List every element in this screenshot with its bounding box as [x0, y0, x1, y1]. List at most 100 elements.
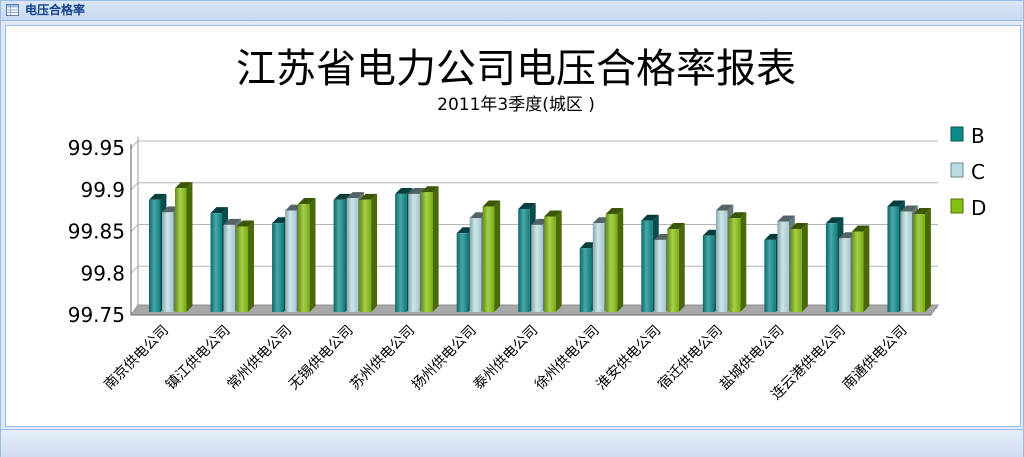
bar-D-top [728, 212, 747, 219]
legend-label-C: C [971, 160, 985, 184]
bar-B [149, 199, 161, 312]
bar-D [851, 231, 864, 312]
bar-C [838, 238, 851, 312]
y-tick-label: 99.8 [80, 261, 125, 285]
bar-D-side [863, 225, 870, 312]
chart-subtitle: 2011年3季度(城区 ) [437, 95, 595, 115]
bar-D-top [913, 208, 931, 214]
bar-B [579, 248, 592, 312]
bar-D-top [851, 225, 870, 232]
chart: 江苏省电力公司电压合格率报表 2011年3季度(城区 ) 99.7599.899… [68, 46, 987, 403]
x-tick-label: 常州供电公司 [224, 323, 295, 394]
bar-D [175, 188, 187, 312]
bar-C-top [900, 205, 918, 212]
y-tick-label: 99.75 [68, 303, 125, 327]
grid-icon [6, 4, 19, 16]
bar-C [469, 218, 482, 312]
x-tick-label: 无锡供电公司 [286, 323, 357, 394]
bar-B [641, 220, 653, 312]
legend: BCD [950, 124, 986, 220]
status-bar [1, 429, 1023, 457]
bar-B [518, 208, 530, 312]
bar-B [702, 235, 715, 312]
bar-B-top [333, 193, 352, 200]
bar-B-top [518, 203, 536, 209]
window-title: 电压合格率 [25, 3, 86, 17]
legend-label-D: D [971, 196, 986, 220]
bar-D-top [667, 223, 685, 229]
bar-D-side [555, 210, 562, 312]
bar-C-top [715, 204, 734, 211]
bar-B [272, 223, 284, 312]
x-tick-label: 泰州供电公司 [471, 323, 542, 394]
bar-D-top [482, 200, 501, 207]
bar-D-top [790, 223, 808, 229]
bar-D [421, 192, 433, 312]
bar-C [592, 223, 605, 312]
bar-D-top [544, 210, 562, 217]
x-tick-label: 淮安供电公司 [594, 323, 665, 394]
bar-D-side [801, 223, 808, 312]
y-tick-label: 99.85 [68, 220, 125, 244]
bar-D-side [309, 197, 316, 312]
x-tick-label: 南通供电公司 [840, 323, 911, 394]
bar-C-top [777, 215, 795, 222]
bar-C [715, 210, 728, 312]
bar-D-top [175, 182, 193, 189]
bar-B-top [641, 214, 659, 221]
bar-B-top [210, 207, 228, 214]
bar-B [395, 193, 407, 312]
bar-D-side [740, 212, 747, 312]
bar-D [236, 226, 249, 312]
bar-D-side [678, 223, 685, 312]
bar-C-top [408, 187, 426, 194]
bar-B [333, 199, 346, 312]
x-tick-label: 南京供电公司 [101, 323, 172, 394]
x-tick-label: 苏州供电公司 [347, 323, 418, 394]
bar-C [408, 193, 420, 312]
bar-D-side [924, 208, 931, 312]
bar-B [825, 223, 838, 312]
bar-D [359, 199, 372, 312]
x-tick-label: 镇江供电公司 [163, 323, 234, 394]
bar-D-side [432, 186, 439, 312]
bar-C [346, 198, 359, 312]
bar-D [544, 216, 556, 312]
bar-D [790, 228, 802, 312]
bar-D-top [236, 220, 254, 227]
x-tick-label: 扬州供电公司 [409, 323, 480, 394]
chart-title: 江苏省电力公司电压合格率报表 [236, 46, 796, 92]
bar-B [210, 213, 223, 312]
bar-C [900, 211, 912, 312]
x-tick-label: 徐州供电公司 [532, 323, 603, 394]
bar-D-side [371, 193, 378, 312]
gridline-side [130, 140, 139, 149]
gridline-side [130, 265, 139, 274]
bar-C [777, 221, 789, 312]
bar-D [913, 213, 925, 312]
bar-D [667, 228, 679, 312]
bar-D [605, 213, 618, 312]
bar-B-top [149, 193, 167, 200]
bar-C [531, 224, 543, 312]
bar-D-top [421, 186, 439, 193]
bar-D-side [617, 208, 624, 312]
plot-area: 99.75 99.8 99.85 99.9 99.95 南京供电公司镇江供电公司常州供电公… [68, 136, 939, 403]
bar-B-top [887, 200, 905, 207]
bar-C-top [223, 218, 241, 225]
legend-swatch-D [950, 198, 964, 214]
bar-C [654, 239, 666, 312]
bar-D [298, 203, 310, 312]
bar-D-side [494, 200, 501, 312]
y-tick-label: 99.95 [68, 136, 125, 160]
y-tick-label: 99.9 [80, 178, 125, 202]
bar-D-side [186, 182, 193, 312]
legend-label-B: B [971, 124, 985, 148]
bar-D-top [298, 197, 316, 204]
bar-C-top [346, 192, 365, 199]
bar-B [764, 239, 776, 312]
bar-B-top [395, 187, 413, 194]
bar-C [162, 212, 174, 312]
bar-D [482, 206, 495, 312]
bar-B-top [825, 217, 844, 224]
